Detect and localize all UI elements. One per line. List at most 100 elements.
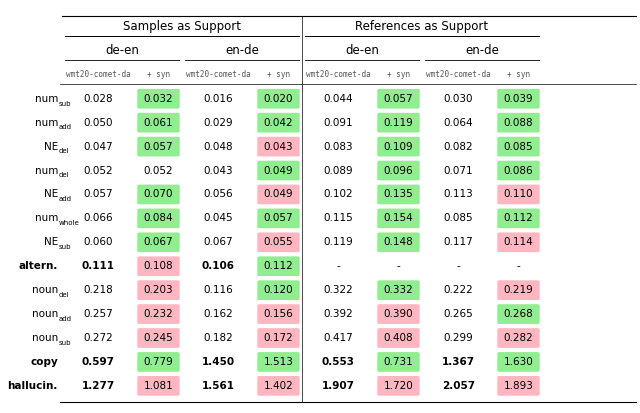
FancyBboxPatch shape [138, 113, 180, 133]
Text: -: - [516, 261, 520, 271]
FancyBboxPatch shape [138, 304, 180, 324]
Text: 0.114: 0.114 [504, 237, 533, 247]
Text: 0.029: 0.029 [204, 118, 234, 128]
Text: wmt20-comet-da: wmt20-comet-da [306, 70, 371, 79]
FancyBboxPatch shape [378, 280, 420, 300]
FancyBboxPatch shape [497, 352, 540, 372]
Text: 0.060: 0.060 [84, 237, 113, 247]
Text: 0.049: 0.049 [264, 166, 293, 176]
Text: 0.218: 0.218 [84, 285, 113, 295]
Text: 0.156: 0.156 [264, 309, 293, 319]
Text: copy: copy [30, 357, 58, 367]
Text: 0.085: 0.085 [504, 142, 533, 152]
Text: del: del [59, 292, 70, 298]
Text: 0.042: 0.042 [264, 118, 293, 128]
Text: 0.119: 0.119 [324, 237, 353, 247]
FancyBboxPatch shape [257, 161, 300, 180]
Text: 0.084: 0.084 [144, 214, 173, 223]
Text: 0.091: 0.091 [324, 118, 353, 128]
FancyBboxPatch shape [138, 233, 180, 252]
FancyBboxPatch shape [497, 89, 540, 109]
Text: 0.116: 0.116 [204, 285, 234, 295]
FancyBboxPatch shape [257, 137, 300, 157]
Text: 1.367: 1.367 [442, 357, 475, 367]
Text: 0.045: 0.045 [204, 214, 234, 223]
FancyBboxPatch shape [257, 89, 300, 109]
FancyBboxPatch shape [378, 304, 420, 324]
Text: 0.203: 0.203 [144, 285, 173, 295]
Text: wmt20-comet-da: wmt20-comet-da [186, 70, 251, 79]
FancyBboxPatch shape [138, 256, 180, 276]
Text: 0.044: 0.044 [324, 94, 353, 104]
Text: 0.057: 0.057 [384, 94, 413, 104]
Text: 0.232: 0.232 [143, 309, 173, 319]
Text: -: - [337, 261, 340, 271]
FancyBboxPatch shape [497, 209, 540, 228]
Text: 1.561: 1.561 [202, 381, 235, 391]
Text: noun: noun [32, 309, 58, 319]
FancyBboxPatch shape [378, 185, 420, 204]
FancyBboxPatch shape [378, 89, 420, 109]
Text: 0.112: 0.112 [504, 214, 533, 223]
Text: 0.245: 0.245 [143, 333, 173, 343]
Text: 0.052: 0.052 [144, 166, 173, 176]
Text: 0.408: 0.408 [384, 333, 413, 343]
FancyBboxPatch shape [497, 376, 540, 396]
Text: 0.113: 0.113 [444, 190, 474, 199]
Text: 0.392: 0.392 [324, 309, 353, 319]
Text: 0.106: 0.106 [202, 261, 235, 271]
FancyBboxPatch shape [497, 113, 540, 133]
Text: del: del [59, 148, 70, 154]
FancyBboxPatch shape [257, 209, 300, 228]
Text: 0.154: 0.154 [383, 214, 413, 223]
Text: 0.057: 0.057 [264, 214, 293, 223]
Text: noun: noun [32, 333, 58, 343]
FancyBboxPatch shape [378, 233, 420, 252]
Text: 0.032: 0.032 [144, 94, 173, 104]
FancyBboxPatch shape [378, 137, 420, 157]
Text: NE: NE [44, 142, 58, 152]
Text: altern.: altern. [19, 261, 58, 271]
FancyBboxPatch shape [138, 137, 180, 157]
Text: num: num [35, 214, 58, 223]
FancyBboxPatch shape [378, 376, 420, 396]
FancyBboxPatch shape [257, 280, 300, 300]
Text: + syn: + syn [507, 70, 530, 79]
Text: 0.110: 0.110 [504, 190, 533, 199]
Text: num: num [35, 166, 58, 176]
Text: 0.115: 0.115 [324, 214, 353, 223]
Text: en-de: en-de [465, 44, 499, 57]
Text: 0.071: 0.071 [444, 166, 474, 176]
Text: noun: noun [32, 285, 58, 295]
Text: 0.067: 0.067 [204, 237, 234, 247]
Text: 0.182: 0.182 [204, 333, 234, 343]
FancyBboxPatch shape [257, 256, 300, 276]
FancyBboxPatch shape [138, 280, 180, 300]
Text: 0.030: 0.030 [444, 94, 473, 104]
FancyBboxPatch shape [138, 376, 180, 396]
FancyBboxPatch shape [378, 209, 420, 228]
Text: 0.055: 0.055 [264, 237, 293, 247]
Text: 0.257: 0.257 [84, 309, 113, 319]
Text: 1.450: 1.450 [202, 357, 235, 367]
Text: 0.085: 0.085 [444, 214, 474, 223]
Text: 0.052: 0.052 [84, 166, 113, 176]
FancyBboxPatch shape [257, 328, 300, 348]
Text: 1.402: 1.402 [264, 381, 293, 391]
Text: 0.108: 0.108 [144, 261, 173, 271]
FancyBboxPatch shape [138, 185, 180, 204]
Text: NE: NE [44, 190, 58, 199]
Text: hallucin.: hallucin. [8, 381, 58, 391]
Text: 0.050: 0.050 [84, 118, 113, 128]
Text: de-en: de-en [345, 44, 379, 57]
Text: 0.135: 0.135 [383, 190, 413, 199]
FancyBboxPatch shape [257, 376, 300, 396]
FancyBboxPatch shape [138, 328, 180, 348]
Text: 0.082: 0.082 [444, 142, 474, 152]
Text: 0.332: 0.332 [383, 285, 413, 295]
Text: References as Support: References as Support [355, 21, 488, 33]
Text: 0.390: 0.390 [384, 309, 413, 319]
Text: 0.067: 0.067 [144, 237, 173, 247]
Text: add: add [59, 316, 72, 322]
Text: 0.172: 0.172 [264, 333, 293, 343]
